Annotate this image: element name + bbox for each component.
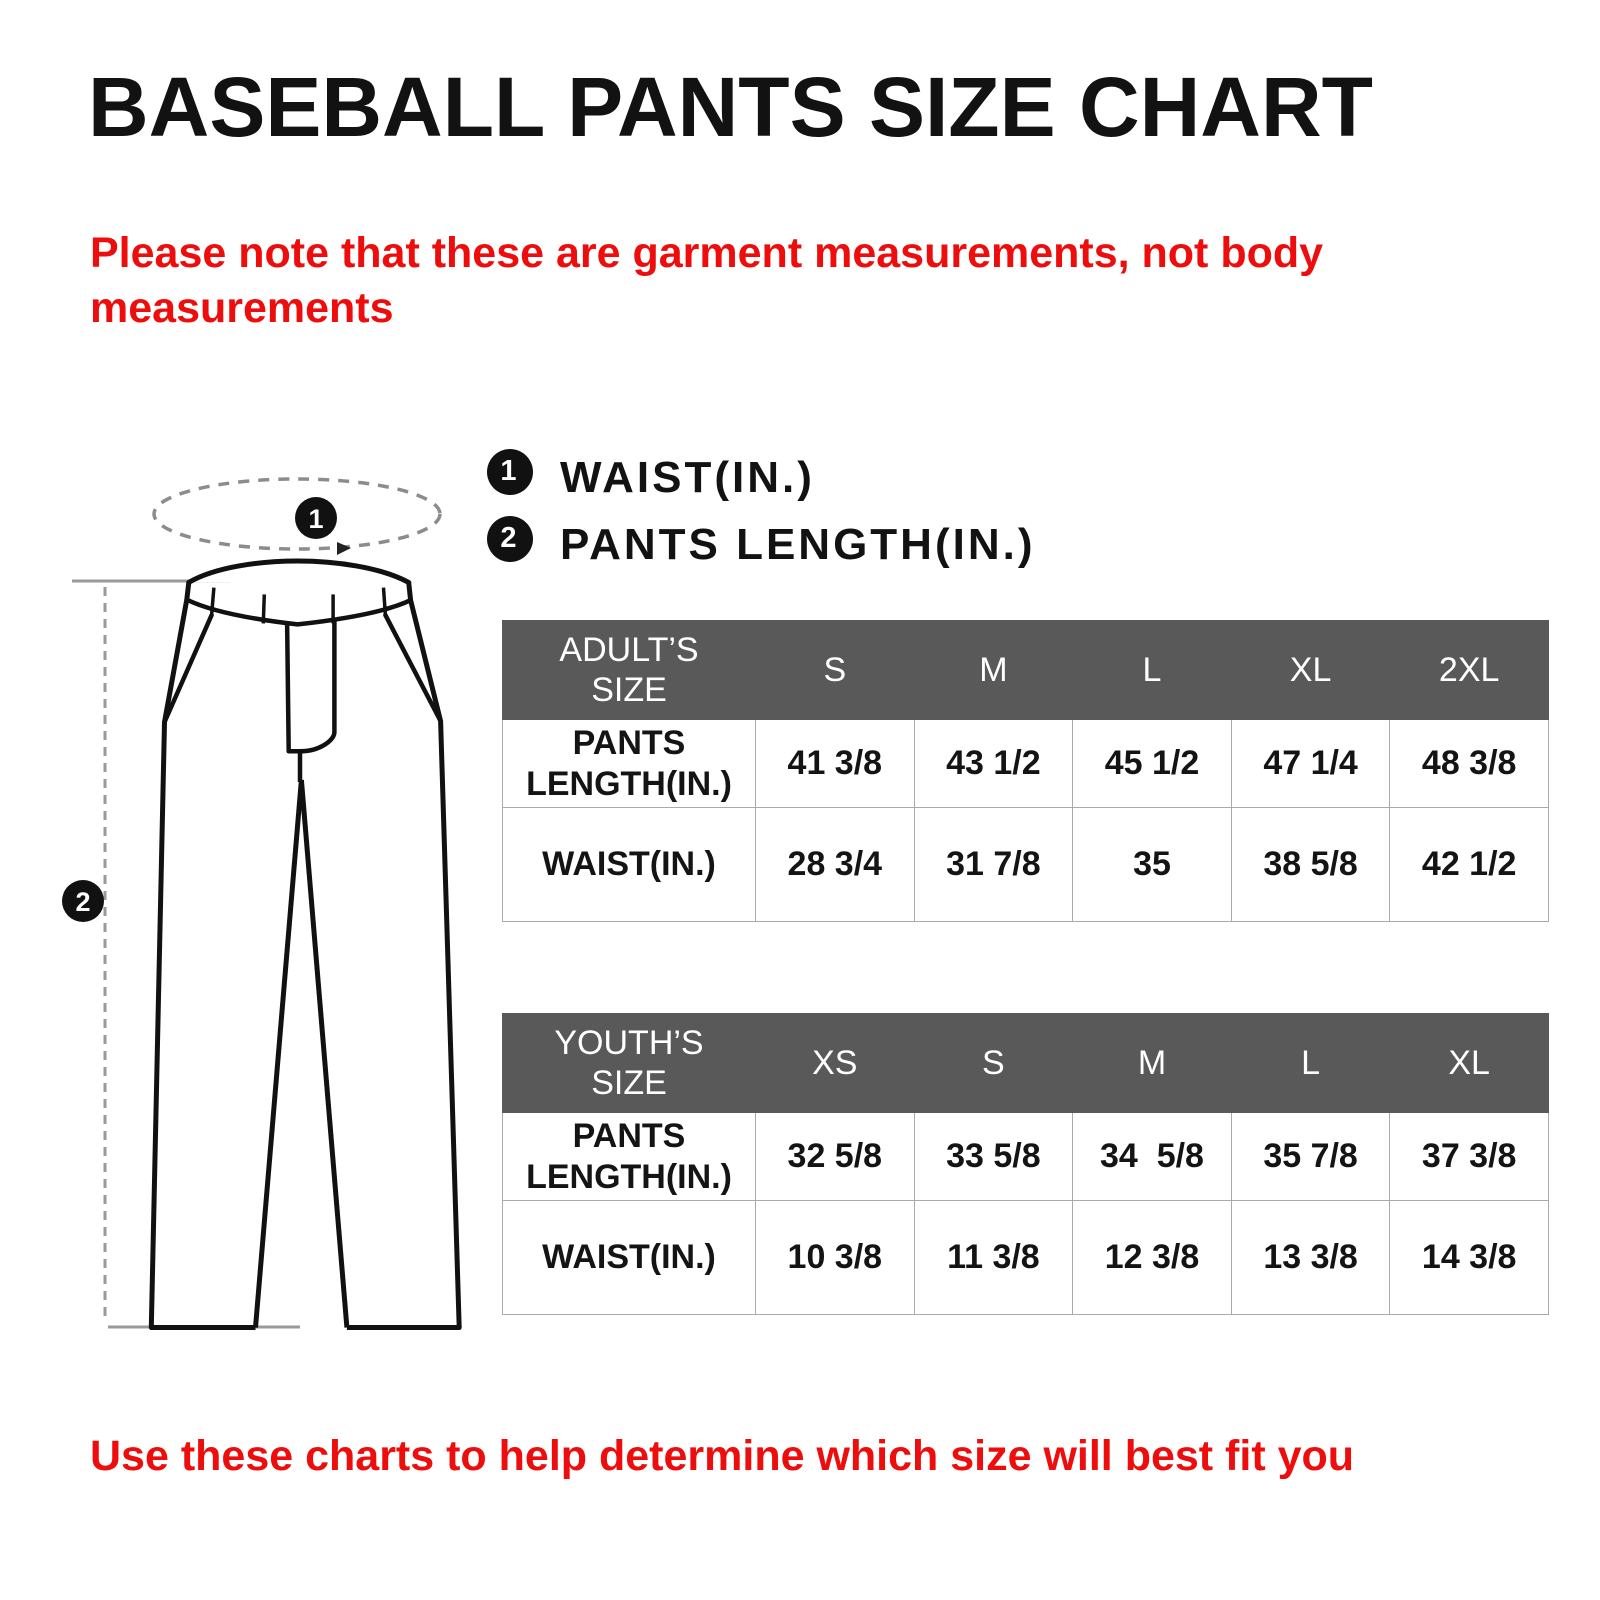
svg-text:2: 2 (75, 887, 90, 917)
svg-text:1: 1 (308, 504, 323, 534)
